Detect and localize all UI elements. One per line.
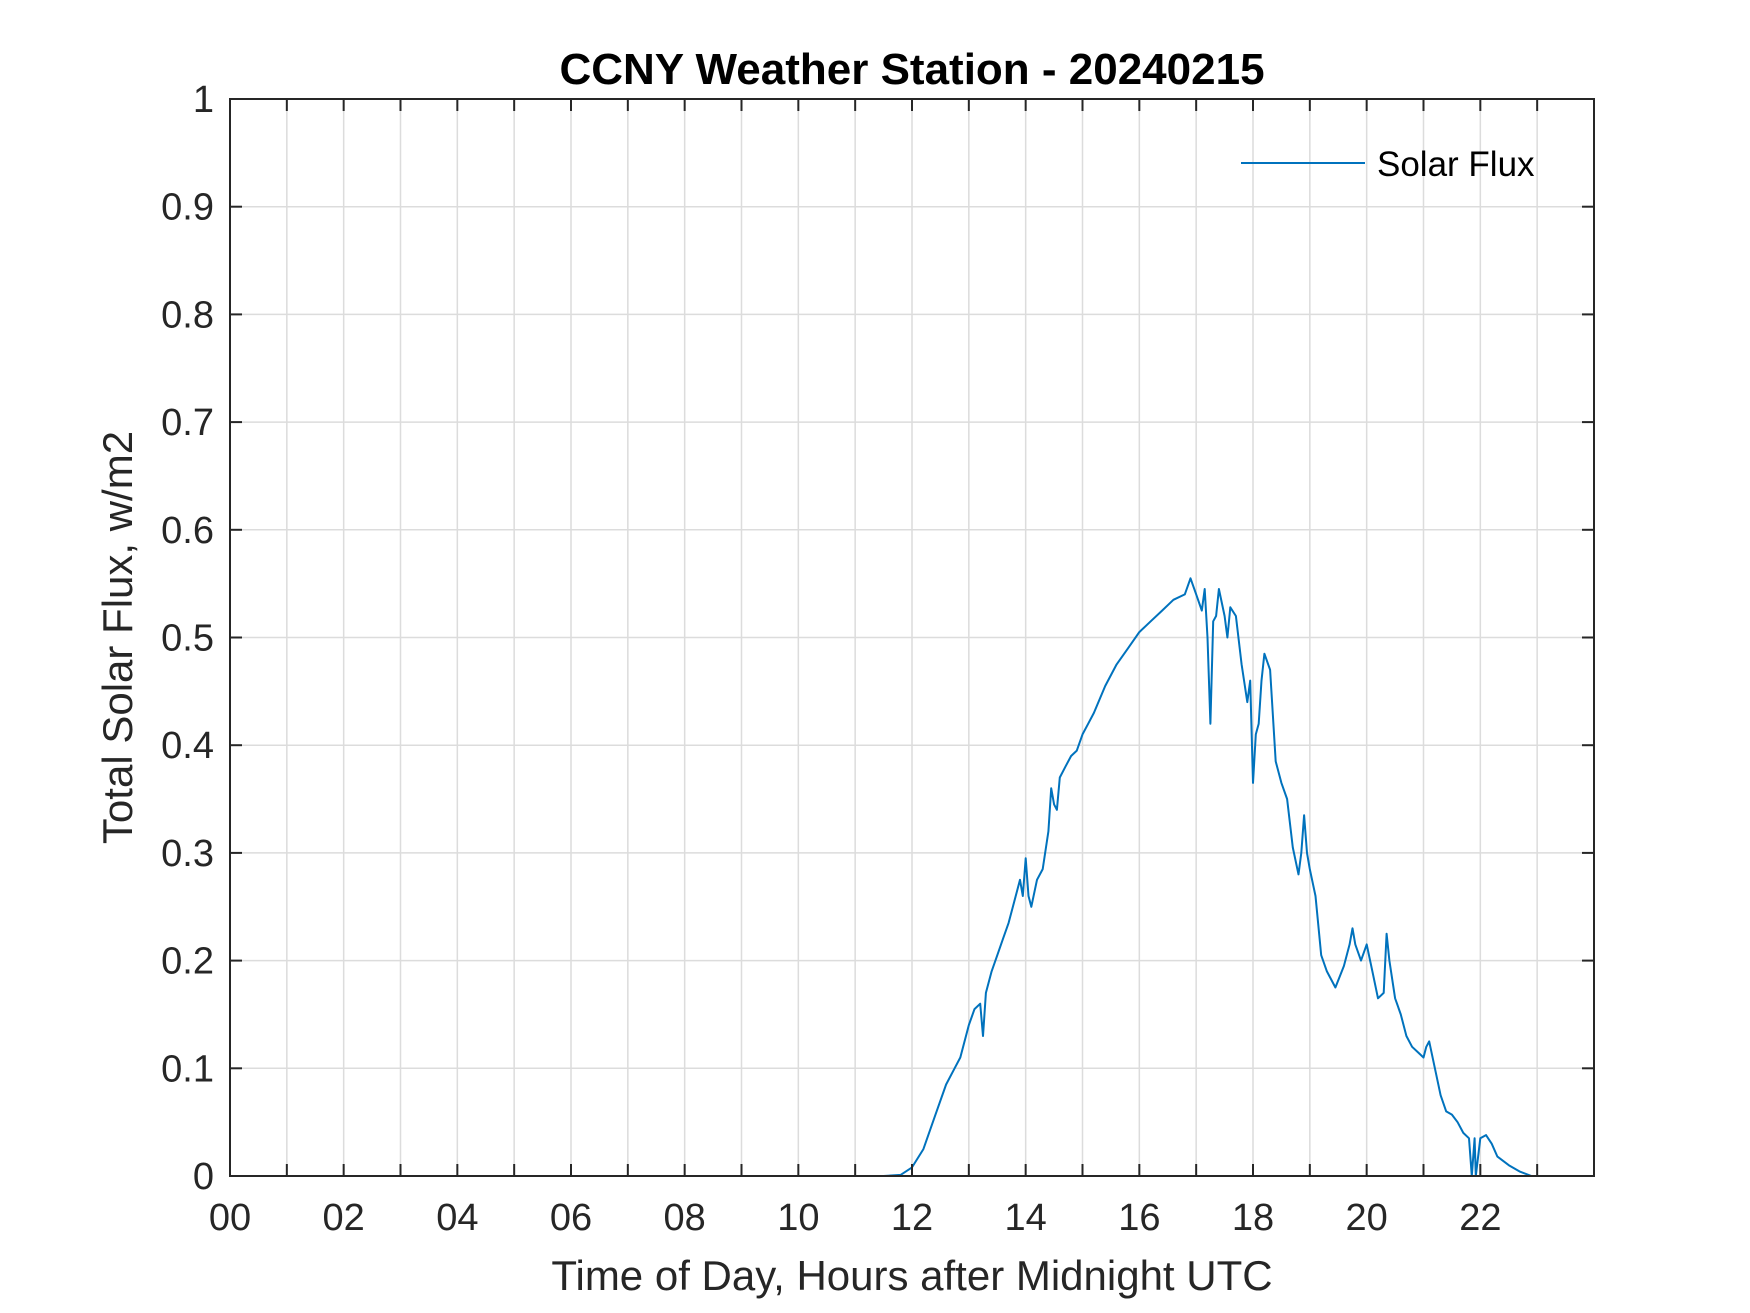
grid — [230, 99, 1594, 1176]
y-tick-label: 0.7 — [161, 402, 214, 444]
x-tick-label: 04 — [436, 1197, 478, 1239]
y-tick-label: 0.3 — [161, 833, 214, 875]
chart-title: CCNY Weather Station - 20240215 — [559, 45, 1264, 94]
axis-ticks — [230, 99, 1594, 1176]
y-tick-label: 0.8 — [161, 294, 214, 336]
x-tick-labels: 00 02 04 06 08 10 12 14 16 18 20 22 — [209, 1197, 1502, 1239]
x-axis-label: Time of Day, Hours after Midnight UTC — [551, 1252, 1272, 1299]
y-tick-label: 0.2 — [161, 941, 214, 983]
series-line-solar-flux — [230, 577, 1594, 1177]
x-tick-label: 20 — [1346, 1197, 1388, 1239]
x-tick-label: 00 — [209, 1197, 251, 1239]
y-tick-label: 1 — [193, 79, 214, 121]
y-tick-label: 0.5 — [161, 618, 214, 660]
y-tick-label: 0.1 — [161, 1048, 214, 1090]
x-tick-label: 08 — [664, 1197, 706, 1239]
x-tick-label: 22 — [1459, 1197, 1501, 1239]
legend-label-solar-flux: Solar Flux — [1377, 145, 1535, 184]
x-tick-label: 06 — [550, 1197, 592, 1239]
x-tick-label: 18 — [1232, 1197, 1274, 1239]
series-layer — [230, 577, 1594, 1177]
y-tick-label: 0 — [193, 1156, 214, 1198]
x-tick-label: 10 — [777, 1197, 819, 1239]
x-tick-label: 16 — [1118, 1197, 1160, 1239]
y-tick-label: 0.6 — [161, 510, 214, 552]
x-tick-label: 12 — [891, 1197, 933, 1239]
y-axis-label: Total Solar Flux, w/m2 — [94, 431, 141, 844]
x-tick-label: 14 — [1005, 1197, 1047, 1239]
legend: Solar Flux — [1241, 145, 1535, 184]
y-tick-labels: 0 0.1 0.2 0.3 0.4 0.5 0.6 0.7 0.8 0.9 1 — [161, 79, 214, 1198]
y-tick-label: 0.9 — [161, 187, 214, 229]
x-tick-label: 02 — [323, 1197, 365, 1239]
y-tick-label: 0.4 — [161, 725, 214, 767]
